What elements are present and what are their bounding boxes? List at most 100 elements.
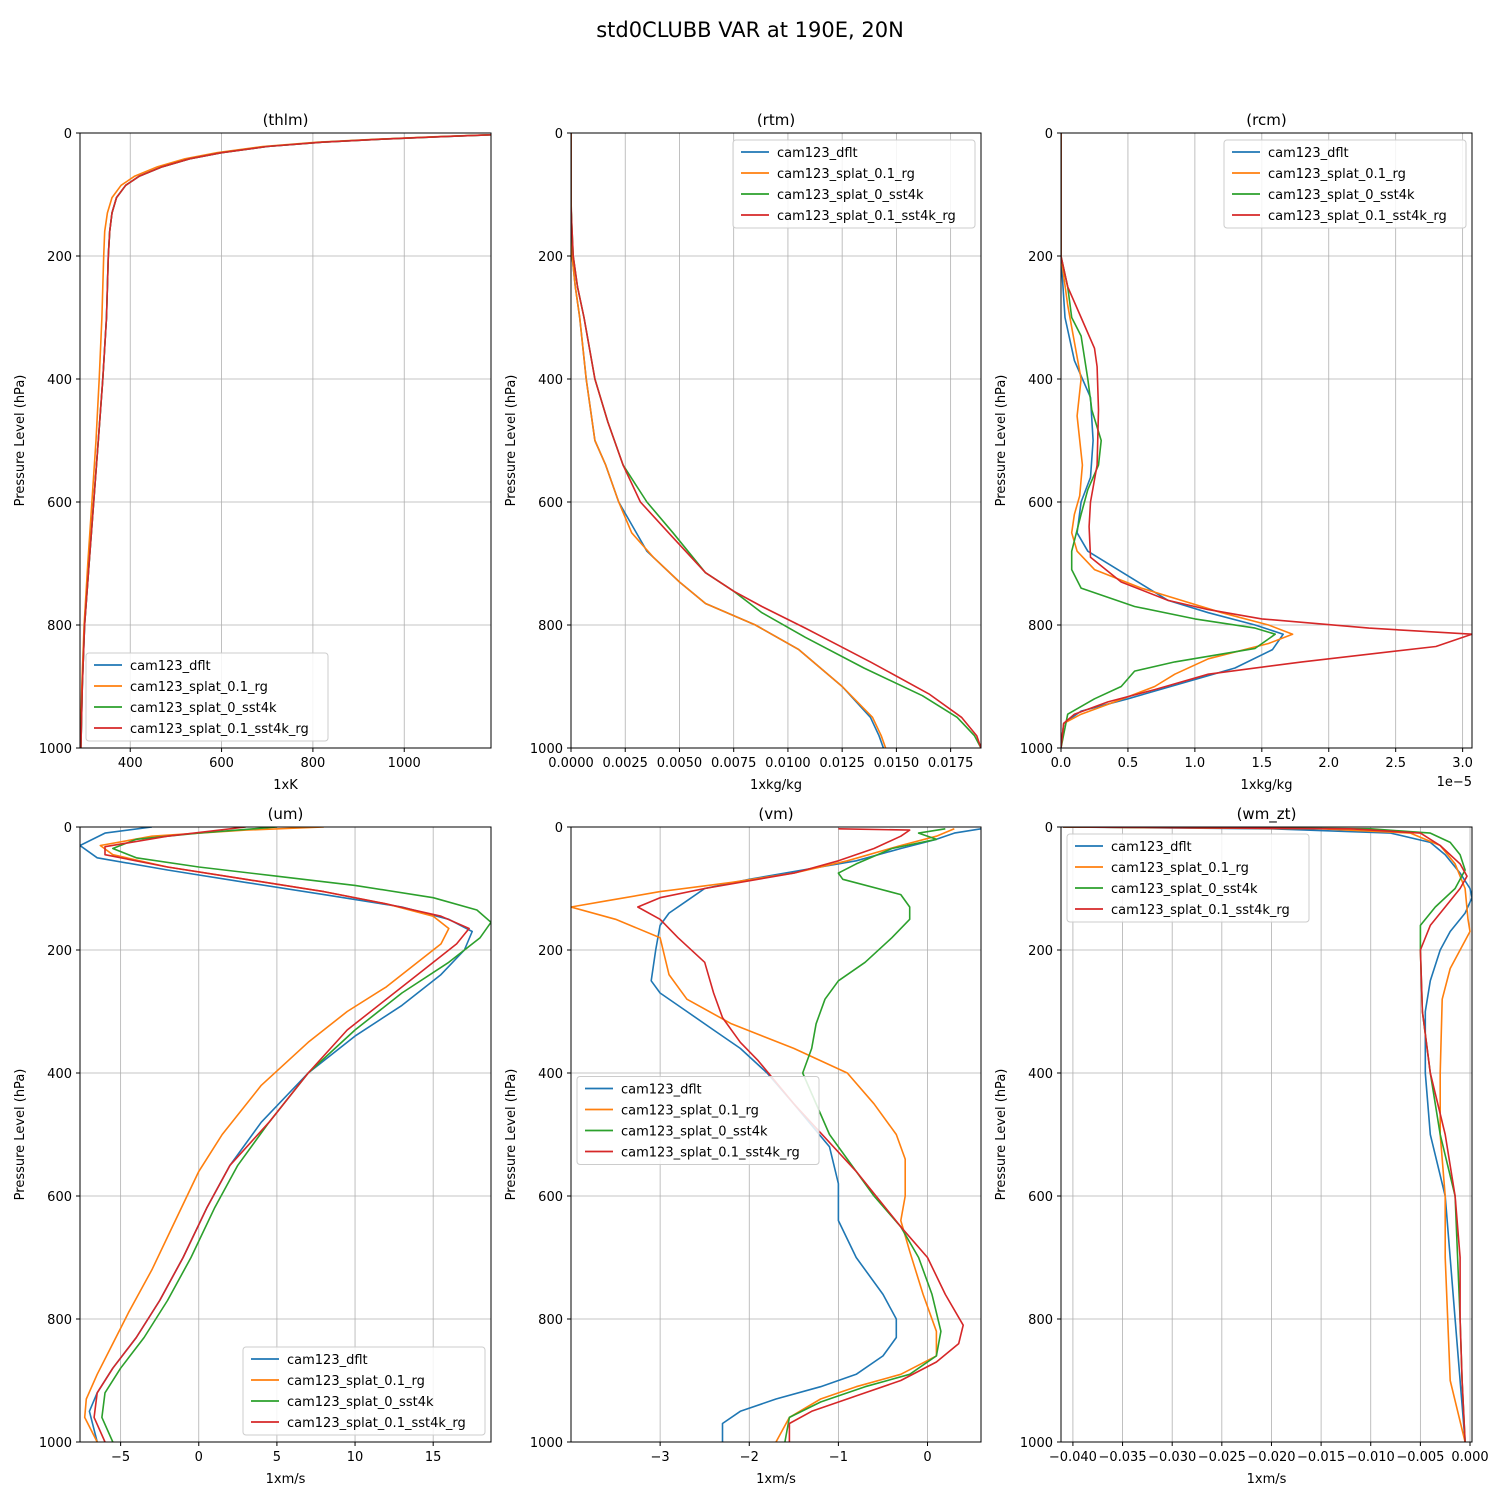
y-tick-label: 600 (1028, 496, 1053, 511)
x-tick-label: 1.0 (1185, 756, 1206, 771)
x-tick-label: 0.0075 (711, 756, 757, 771)
legend-label: cam123_splat_0_sst4k (287, 1395, 434, 1410)
x-tick-label: 1000 (388, 756, 421, 771)
series-line-cam123_splat_0.1_rg (83, 827, 450, 1442)
x-axis-label: 1xm/s (1247, 1472, 1287, 1487)
y-tick-label: 1000 (1020, 742, 1053, 757)
y-tick-label: 0 (64, 821, 72, 836)
panel-title: (vm) (758, 805, 793, 823)
y-tick-label: 200 (538, 250, 563, 265)
series-line-cam123_splat_0.1_rg (571, 828, 955, 1442)
legend-label: cam123_splat_0.1_sst4k_rg (777, 209, 956, 224)
x-axis-label: 1xkg/kg (750, 778, 802, 793)
panel-title: (um) (268, 805, 304, 823)
series-group (80, 827, 491, 1442)
x-tick-label: 0.0125 (819, 756, 865, 771)
y-tick-label: 0 (555, 821, 563, 836)
series-line-cam123_splat_0_sst4k (1062, 827, 1466, 1442)
y-tick-label: 0 (1045, 821, 1053, 836)
y-tick-label: 400 (538, 1067, 563, 1082)
legend-box (576, 1076, 820, 1165)
x-tick-label: −0.005 (1396, 1450, 1444, 1465)
series-group (1062, 827, 1472, 1442)
y-tick-label: 400 (538, 373, 563, 388)
legend: cam123_dflt cam123_splat_0.1_rg cam123_spl… (732, 139, 976, 229)
x-tick-label: 0.0175 (928, 756, 974, 771)
x-tick-label: 3.0 (1452, 756, 1473, 771)
legend-box (1223, 139, 1467, 229)
y-tick-label: 1000 (530, 1436, 563, 1451)
figure-suptitle: std0CLUBB VAR at 190E, 20N (596, 18, 904, 42)
x-tick-label: −3 (651, 1450, 670, 1465)
x-tick-label: −0.020 (1247, 1450, 1295, 1465)
x-tick-label: 0 (923, 1450, 931, 1465)
legend-box (1066, 833, 1310, 923)
series-line-cam123_splat_0_sst4k (1061, 133, 1276, 748)
series-line-cam123_splat_0.1_sst4k_rg (1062, 827, 1468, 1442)
y-tick-label: 600 (538, 1190, 563, 1205)
x-axis-offset-label: 1e−5 (1437, 775, 1472, 790)
axes-frame (79, 826, 492, 1443)
series-line-cam123_splat_0.1_sst4k_rg (80, 134, 491, 748)
x-tick-label: −0.030 (1148, 1450, 1196, 1465)
x-tick-label: 2.5 (1385, 756, 1406, 771)
panel-vm: −3 −2 −1 0 0 200 400 600 800 1000 1xm/s Pressure Le… (504, 805, 982, 1487)
x-tick-label: −5 (111, 1450, 130, 1465)
legend-label: cam123_dflt (777, 146, 858, 161)
legend-label: cam123_dflt (130, 659, 211, 674)
legend-label: cam123_splat_0_sst4k (1111, 882, 1258, 897)
x-tick-label: −0.025 (1198, 1450, 1246, 1465)
legend-label: cam123_splat_0_sst4k (1268, 188, 1415, 203)
y-tick-label: 1000 (1020, 1436, 1053, 1451)
legend-label: cam123_dflt (287, 1353, 368, 1368)
x-tick-label: 0.5 (1118, 756, 1139, 771)
series-group (571, 133, 981, 748)
panel-rcm: 0.0 0.5 1.0 1.5 2.0 2.5 3.0 0 200 400 600 800 1000 1x… (994, 111, 1473, 793)
series-line-cam123_splat_0.1_rg (1061, 133, 1294, 748)
y-tick-label: 0 (64, 127, 72, 142)
series-line-cam123_splat_0.1_rg (571, 133, 887, 748)
x-tick-label: 5 (273, 1450, 281, 1465)
legend-label: cam123_splat_0.1_rg (1111, 861, 1249, 876)
y-tick-label: 800 (47, 619, 72, 634)
x-axis-label: 1xm/s (266, 1472, 306, 1487)
x-axis-label: 1xkg/kg (1241, 778, 1293, 793)
x-tick-label: −0.035 (1098, 1450, 1146, 1465)
series-line-cam123_splat_0.1_rg (1062, 827, 1471, 1442)
x-tick-label: 600 (209, 756, 234, 771)
axes-frame (570, 826, 982, 1443)
series-line-cam123_splat_0.1_sst4k_rg (571, 133, 981, 748)
legend-label: cam123_dflt (621, 1083, 702, 1098)
x-axis-label: 1xK (273, 778, 298, 793)
legend-label: cam123_splat_0.1_rg (621, 1104, 759, 1119)
y-tick-label: 200 (538, 944, 563, 959)
legend-label: cam123_splat_0.1_sst4k_rg (1268, 209, 1447, 224)
panel-title: (thlm) (263, 111, 309, 129)
y-tick-label: 400 (1028, 1067, 1053, 1082)
y-axis-label: Pressure Level (hPa) (504, 375, 519, 507)
y-tick-label: 0 (1045, 127, 1053, 142)
y-tick-label: 200 (1028, 944, 1053, 959)
series-group (571, 828, 981, 1442)
legend-label: cam123_splat_0.1_sst4k_rg (1111, 903, 1290, 918)
y-tick-label: 1000 (39, 742, 72, 757)
series-line-cam123_splat_0_sst4k (784, 828, 946, 1442)
panel-um: −5 0 5 10 15 0 200 400 600 800 1000 1xm/s Pressure L… (13, 805, 492, 1487)
series-group (80, 134, 491, 748)
y-tick-label: 800 (1028, 619, 1053, 634)
x-tick-label: 0.000 (1451, 1450, 1488, 1465)
panel-title: (rcm) (1246, 111, 1286, 129)
y-axis-label: Pressure Level (hPa) (994, 1069, 1009, 1201)
x-tick-label: 10 (347, 1450, 364, 1465)
y-tick-label: 600 (1028, 1190, 1053, 1205)
series-line-cam123_splat_0.1_sst4k_rg (93, 827, 470, 1442)
x-tick-label: −0.040 (1049, 1450, 1097, 1465)
legend: cam123_dflt cam123_splat_0.1_rg cam123_spl… (1066, 833, 1310, 923)
series-line-cam123_splat_0.1_sst4k_rg (1061, 133, 1472, 748)
x-tick-label: −1 (829, 1450, 848, 1465)
y-tick-label: 400 (1028, 373, 1053, 388)
x-tick-label: 0.0025 (602, 756, 648, 771)
axes-frame (570, 132, 982, 749)
series-line-cam123_dflt (650, 828, 981, 1442)
